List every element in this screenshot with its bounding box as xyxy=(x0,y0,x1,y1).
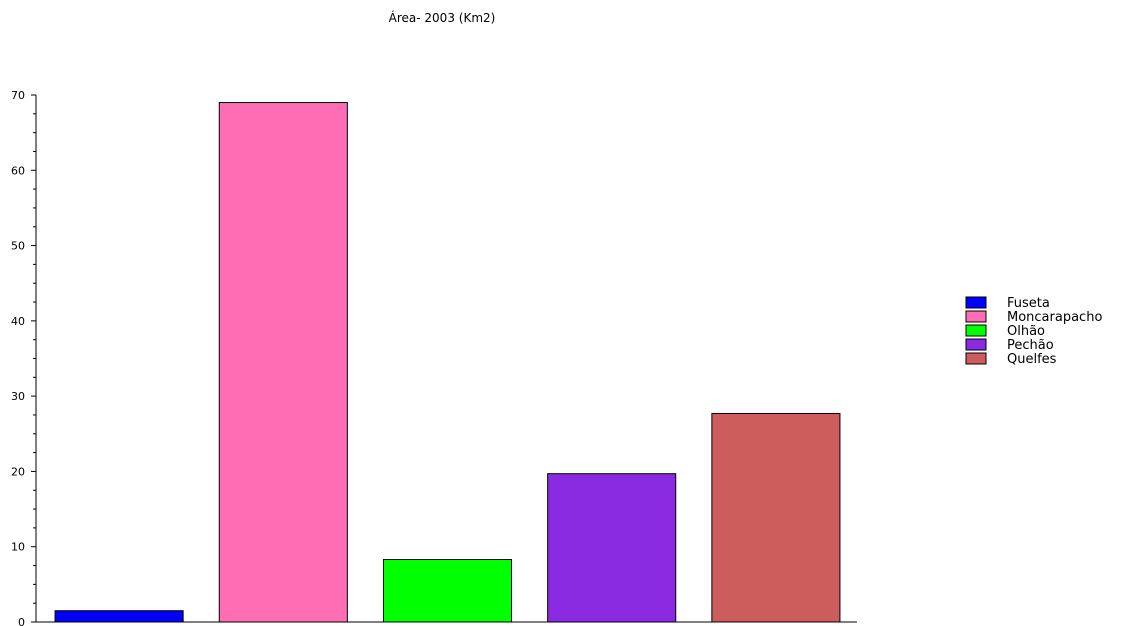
legend-swatch xyxy=(965,338,987,351)
y-tick-label: 40 xyxy=(11,315,25,328)
y-tick-label: 30 xyxy=(11,390,25,403)
bar-olh-o xyxy=(382,559,513,623)
bar-quelfes xyxy=(711,412,841,623)
y-tick-label: 70 xyxy=(11,89,25,102)
y-ticks: 0 10 20 30 40 50 60 70 xyxy=(11,89,36,626)
y-tick-label: 60 xyxy=(11,164,25,177)
legend-swatch xyxy=(965,324,987,337)
bars xyxy=(54,102,841,623)
legend-swatch xyxy=(965,310,987,323)
bar-fuseta xyxy=(54,610,184,623)
legend-label: Pechão xyxy=(1007,338,1054,353)
bar-moncarapacho xyxy=(218,102,348,623)
y-tick-label: 50 xyxy=(11,240,25,253)
legend-label: Fuseta xyxy=(1007,296,1050,311)
y-tick-label: 20 xyxy=(11,465,25,478)
y-tick-label: 0 xyxy=(18,616,25,626)
legend-swatch xyxy=(965,352,987,365)
legend-label: Quelfes xyxy=(1007,352,1057,367)
bar-pech-o xyxy=(547,473,677,623)
legend-label: Olhão xyxy=(1007,324,1045,339)
y-tick-label: 10 xyxy=(11,541,25,554)
legend-swatch xyxy=(965,296,987,309)
legend-label: Moncarapacho xyxy=(1007,310,1102,325)
chart-title: Área- 2003 (Km2) xyxy=(389,10,496,25)
